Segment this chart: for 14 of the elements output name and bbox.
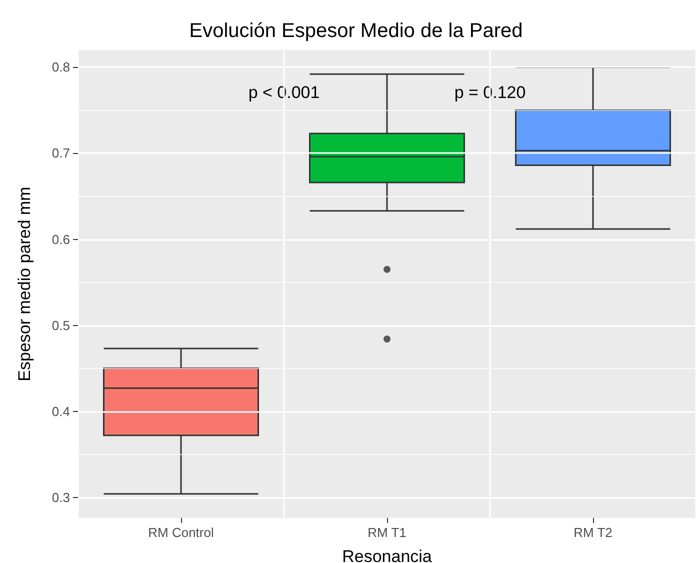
x-axis-title: Resonancia bbox=[342, 547, 432, 563]
y-tick-label: 0.4 bbox=[52, 404, 70, 419]
y-tick-label: 0.3 bbox=[52, 490, 70, 505]
y-tick-label: 0.8 bbox=[52, 60, 70, 75]
x-tick-label: RM T2 bbox=[574, 525, 612, 540]
y-tick-label: 0.6 bbox=[52, 232, 70, 247]
x-tick-label: RM T1 bbox=[368, 525, 406, 540]
y-tick-label: 0.7 bbox=[52, 146, 70, 161]
x-tick-label: RM Control bbox=[148, 525, 214, 540]
y-tick-label: 0.5 bbox=[52, 318, 70, 333]
annotation: p < 0.001 bbox=[248, 83, 320, 102]
annotation: p = 0.120 bbox=[454, 83, 526, 102]
y-axis-title: Espesor medio pared mm bbox=[15, 186, 34, 382]
chart-title: Evolución Espesor Medio de la Pared bbox=[189, 20, 523, 42]
